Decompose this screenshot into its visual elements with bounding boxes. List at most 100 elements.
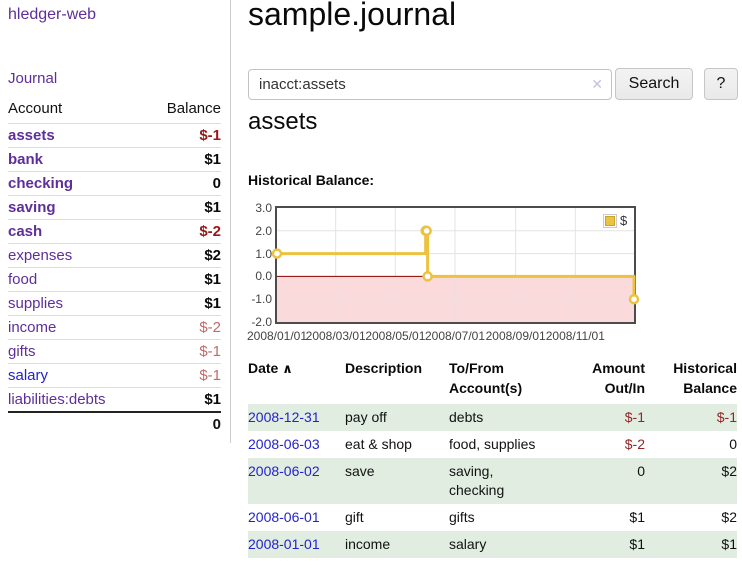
legend-label: $ bbox=[620, 213, 628, 228]
register-cell-accounts: debts bbox=[449, 409, 484, 425]
x-tick-label: 2008/05/01 bbox=[365, 329, 426, 343]
search-button[interactable]: Search bbox=[615, 68, 693, 100]
sidebar-item-journal[interactable]: Journal bbox=[8, 70, 58, 87]
register-cell-description: eat & shop bbox=[345, 436, 412, 452]
x-tick-label: 2008/11/01 bbox=[545, 329, 605, 343]
y-tick-label: -1.0 bbox=[251, 292, 272, 307]
transaction-date-link[interactable]: 2008-12-31 bbox=[248, 409, 320, 425]
accounts-total-value: 0 bbox=[144, 411, 221, 436]
sidebar-account-row: food $1 bbox=[8, 267, 221, 292]
register-cell-date: 2008-06-01 bbox=[248, 504, 345, 531]
sidebar-account-link[interactable]: liabilities:debts bbox=[8, 391, 106, 408]
account-heading: assets bbox=[248, 108, 318, 135]
sidebar-account-link[interactable]: bank bbox=[8, 151, 44, 168]
register-row[interactable]: 2008-12-31 pay off debts $-1 $-1 bbox=[248, 404, 737, 431]
transaction-date-link[interactable]: 2008-06-02 bbox=[248, 463, 320, 479]
account-balance: $2 bbox=[144, 243, 221, 268]
register-header-balance: Historical Balance bbox=[673, 360, 737, 396]
main-content: sample.journal ✕ Search ? assets Histori… bbox=[247, 0, 742, 582]
account-balance: $1 bbox=[144, 195, 221, 220]
sidebar-account-link[interactable]: salary bbox=[8, 367, 49, 384]
register-header-date[interactable]: Date ∧ bbox=[248, 360, 293, 376]
sidebar-account-row: salary $-1 bbox=[8, 363, 221, 388]
help-button[interactable]: ? bbox=[704, 68, 738, 100]
sidebar-account-link[interactable]: saving bbox=[8, 199, 56, 216]
sidebar-account-link[interactable]: food bbox=[8, 271, 38, 288]
register-cell-description: pay off bbox=[345, 409, 387, 425]
register-cell-description: gift bbox=[345, 509, 364, 525]
account-balance: $1 bbox=[144, 267, 221, 292]
register-cell-amount: 0 bbox=[637, 463, 645, 479]
register-cell-balance: $1 bbox=[721, 536, 737, 552]
page-title: sample.journal bbox=[248, 0, 457, 32]
transaction-date-link[interactable]: 2008-06-01 bbox=[248, 509, 320, 525]
register-header-accounts: To/From Account(s) bbox=[449, 360, 523, 396]
register-row[interactable]: 2008-06-02 save saving, checking 0 $2 bbox=[248, 458, 737, 504]
register-cell-amount: $-2 bbox=[624, 436, 645, 452]
y-tick-label: 3.0 bbox=[255, 201, 272, 215]
register-row[interactable]: 2008-01-01 income salary $1 $1 bbox=[248, 531, 737, 558]
sidebar-account-row: expenses $2 bbox=[8, 243, 221, 268]
account-balance: $1 bbox=[144, 387, 221, 412]
accounts-header-balance: Balance bbox=[166, 100, 221, 117]
search-input[interactable] bbox=[248, 69, 612, 100]
chart-svg bbox=[271, 208, 640, 322]
transaction-date-link[interactable]: 2008-06-03 bbox=[248, 436, 320, 452]
sidebar-account-row: supplies $1 bbox=[8, 291, 221, 316]
register-header-amount: Amount Out/In bbox=[592, 360, 645, 396]
account-balance: $1 bbox=[144, 291, 221, 316]
sidebar: hledger-web Journal Account Balance asse… bbox=[0, 0, 231, 443]
chart-legend: $ bbox=[602, 212, 629, 229]
sidebar-account-link[interactable]: checking bbox=[8, 175, 74, 192]
y-tick-label: 1.0 bbox=[255, 246, 272, 261]
account-balance: $1 bbox=[144, 147, 221, 172]
sidebar-account-link[interactable]: expenses bbox=[8, 247, 73, 264]
register-cell-balance: $2 bbox=[721, 463, 737, 479]
sidebar-account-row: gifts $-1 bbox=[8, 339, 221, 364]
sidebar-account-row: checking 0 bbox=[8, 171, 221, 196]
historical-balance-chart: 3.0 2.0 1.0 0.0 -1.0 -2.0 2008/01/01 2008/03/0… bbox=[247, 201, 742, 343]
accounts-table: Account Balance assets $-1 bank $1 checking 0… bbox=[8, 98, 221, 436]
sidebar-account-row: bank $1 bbox=[8, 147, 221, 172]
sidebar-account-link[interactable]: income bbox=[8, 319, 57, 336]
x-tick-label: 2008/09/01 bbox=[485, 329, 546, 343]
chart-title: Historical Balance: bbox=[248, 172, 375, 188]
sidebar-account-row: assets $-1 bbox=[8, 123, 221, 148]
register-cell-date: 2008-06-03 bbox=[248, 431, 345, 458]
register-cell-amount: $1 bbox=[629, 536, 645, 552]
transaction-date-link[interactable]: 2008-01-01 bbox=[248, 536, 320, 552]
account-balance: 0 bbox=[144, 171, 221, 196]
chart-plot-area bbox=[271, 206, 640, 324]
register-cell-date: 2008-06-02 bbox=[248, 458, 345, 504]
register-cell-balance: $-1 bbox=[716, 409, 737, 425]
sidebar-account-link[interactable]: cash bbox=[8, 223, 43, 240]
sidebar-account-link[interactable]: supplies bbox=[8, 295, 64, 312]
sidebar-account-link[interactable]: assets bbox=[8, 127, 55, 144]
account-balance: $-1 bbox=[144, 363, 221, 388]
register-row[interactable]: 2008-06-01 gift gifts $1 $2 bbox=[248, 504, 737, 531]
register-cell-description: save bbox=[345, 463, 375, 479]
register-cell-accounts: gifts bbox=[449, 509, 475, 525]
accounts-total-row: 0 bbox=[8, 411, 221, 436]
search-form: ✕ Search ? bbox=[248, 68, 742, 100]
sidebar-account-link[interactable]: gifts bbox=[8, 343, 36, 360]
register-row[interactable]: 2008-06-03 eat & shop food, supplies $-2 0 bbox=[248, 431, 737, 458]
sort-ascending-icon: ∧ bbox=[282, 361, 293, 376]
register-cell-description: income bbox=[345, 536, 391, 552]
sidebar-account-row: cash $-2 bbox=[8, 219, 221, 244]
sidebar-account-row: income $-2 bbox=[8, 315, 221, 340]
clear-search-icon[interactable]: ✕ bbox=[591, 76, 603, 92]
register-cell-balance: $2 bbox=[721, 509, 737, 525]
app-brand-link[interactable]: hledger-web bbox=[8, 6, 97, 23]
y-tick-label: 0.0 bbox=[255, 269, 272, 284]
register-cell-amount: $-1 bbox=[624, 409, 645, 425]
account-balance: $-2 bbox=[144, 315, 221, 340]
sidebar-account-row: liabilities:debts $1 bbox=[8, 387, 221, 412]
legend-swatch-icon bbox=[603, 213, 617, 228]
sidebar-account-row: saving $1 bbox=[8, 195, 221, 220]
register-cell-date: 2008-12-31 bbox=[248, 404, 345, 431]
x-tick-label: 2008/01/01 bbox=[246, 329, 308, 343]
account-balance: $-1 bbox=[144, 339, 221, 364]
register-cell-accounts: salary bbox=[449, 536, 487, 552]
